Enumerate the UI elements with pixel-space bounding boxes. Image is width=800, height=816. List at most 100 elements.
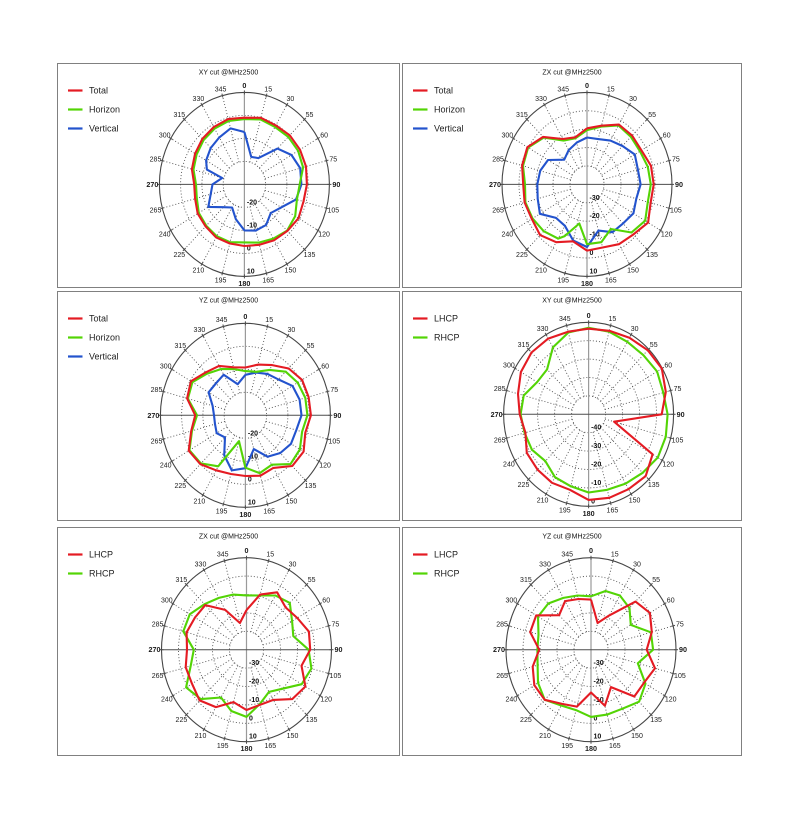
svg-text:0: 0 (249, 715, 253, 722)
svg-text:300: 300 (159, 132, 171, 139)
svg-text:10: 10 (249, 734, 257, 741)
svg-text:60: 60 (320, 132, 328, 139)
svg-text:240: 240 (159, 231, 171, 238)
svg-text:75: 75 (332, 622, 340, 629)
svg-text:285: 285 (152, 622, 164, 629)
svg-text:75: 75 (329, 156, 337, 163)
svg-text:0: 0 (591, 498, 595, 505)
svg-text:330: 330 (193, 96, 205, 103)
svg-text:135: 135 (650, 717, 662, 724)
svg-text:Total: Total (89, 86, 108, 96)
svg-text:-30: -30 (594, 660, 604, 667)
svg-text:180: 180 (238, 279, 250, 287)
svg-text:ZX cut @MHz2500: ZX cut @MHz2500 (199, 534, 258, 541)
svg-text:15: 15 (265, 317, 273, 324)
svg-text:105: 105 (670, 208, 682, 215)
svg-text:15: 15 (611, 552, 619, 559)
svg-text:0: 0 (585, 81, 589, 90)
svg-text:15: 15 (607, 86, 615, 93)
svg-text:195: 195 (216, 508, 228, 515)
svg-text:225: 225 (176, 717, 188, 724)
svg-text:55: 55 (652, 577, 660, 584)
svg-text:30: 30 (289, 562, 297, 569)
svg-text:345: 345 (557, 86, 569, 93)
svg-text:300: 300 (160, 363, 172, 370)
svg-text:240: 240 (160, 462, 172, 469)
svg-text:270: 270 (147, 411, 159, 420)
svg-text:ZX cut @MHz2500: ZX cut @MHz2500 (542, 70, 601, 77)
svg-text:55: 55 (306, 112, 314, 119)
svg-text:135: 135 (306, 717, 318, 724)
svg-text:345: 345 (215, 86, 227, 93)
svg-text:0: 0 (589, 546, 593, 555)
svg-text:-10: -10 (591, 480, 601, 487)
svg-text:195: 195 (217, 743, 229, 750)
svg-text:-30: -30 (590, 195, 600, 202)
svg-text:270: 270 (489, 180, 501, 189)
svg-text:90: 90 (675, 180, 683, 189)
svg-text:225: 225 (174, 483, 186, 490)
svg-text:285: 285 (151, 387, 163, 394)
svg-text:210: 210 (537, 498, 549, 505)
svg-text:270: 270 (493, 645, 505, 654)
svg-text:195: 195 (559, 507, 571, 514)
svg-text:-10: -10 (249, 697, 259, 704)
svg-text:120: 120 (319, 462, 331, 469)
svg-text:300: 300 (161, 598, 173, 605)
svg-text:-20: -20 (248, 430, 258, 437)
svg-text:-10: -10 (248, 453, 258, 460)
svg-text:330: 330 (537, 326, 549, 333)
svg-text:270: 270 (146, 180, 158, 189)
svg-text:135: 135 (648, 482, 660, 489)
svg-text:210: 210 (193, 268, 205, 275)
svg-text:10: 10 (247, 268, 255, 275)
svg-text:240: 240 (161, 697, 173, 704)
svg-text:LHCP: LHCP (89, 550, 113, 560)
svg-text:225: 225 (520, 717, 532, 724)
svg-text:Vertical: Vertical (89, 124, 119, 134)
svg-text:0: 0 (590, 250, 594, 257)
svg-text:-20: -20 (591, 462, 601, 469)
svg-text:0: 0 (243, 312, 247, 321)
svg-text:300: 300 (501, 132, 513, 139)
svg-text:105: 105 (672, 437, 684, 444)
svg-text:0: 0 (242, 81, 246, 90)
svg-text:0: 0 (245, 546, 249, 555)
svg-text:60: 60 (667, 598, 675, 605)
svg-text:285: 285 (494, 386, 506, 393)
svg-text:270: 270 (491, 410, 503, 419)
svg-text:300: 300 (503, 362, 515, 369)
svg-text:LHCP: LHCP (434, 314, 458, 324)
svg-text:195: 195 (557, 278, 569, 285)
svg-text:135: 135 (304, 252, 316, 259)
svg-text:180: 180 (581, 279, 593, 287)
svg-text:XY cut @MHz2500: XY cut @MHz2500 (542, 298, 602, 305)
svg-text:330: 330 (539, 562, 551, 569)
svg-text:195: 195 (215, 278, 227, 285)
svg-text:270: 270 (149, 645, 161, 654)
svg-text:15: 15 (609, 316, 617, 323)
svg-text:30: 30 (287, 96, 295, 103)
svg-text:210: 210 (195, 733, 207, 740)
svg-text:210: 210 (539, 733, 551, 740)
svg-text:-30: -30 (249, 660, 259, 667)
svg-text:135: 135 (305, 483, 317, 490)
svg-text:Vertical: Vertical (89, 352, 119, 362)
svg-text:55: 55 (648, 112, 656, 119)
svg-text:165: 165 (264, 743, 276, 750)
svg-text:30: 30 (629, 96, 637, 103)
svg-text:0: 0 (247, 245, 251, 252)
svg-text:105: 105 (327, 208, 339, 215)
svg-text:90: 90 (335, 645, 343, 654)
svg-text:-30: -30 (591, 443, 601, 450)
svg-text:90: 90 (679, 645, 687, 654)
svg-text:Horizon: Horizon (434, 105, 465, 115)
svg-text:90: 90 (677, 410, 685, 419)
svg-text:-40: -40 (591, 425, 601, 432)
svg-text:150: 150 (285, 268, 297, 275)
svg-text:315: 315 (520, 577, 532, 584)
svg-text:150: 150 (287, 733, 299, 740)
svg-text:55: 55 (650, 342, 658, 349)
svg-text:315: 315 (174, 343, 186, 350)
svg-text:90: 90 (332, 180, 340, 189)
